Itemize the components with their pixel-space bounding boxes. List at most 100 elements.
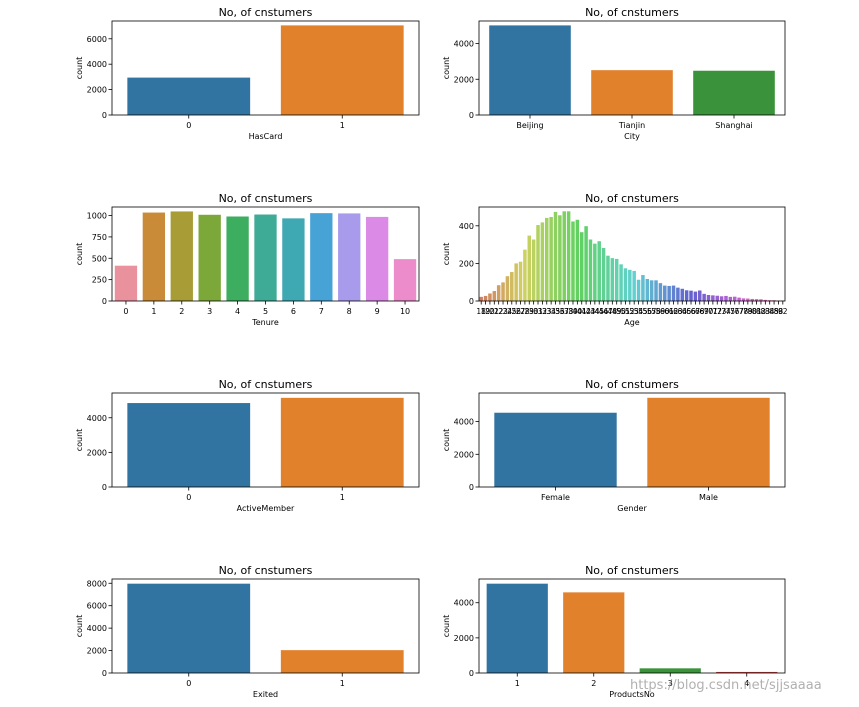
chart-city: 0 2000 4000 Beijing Tianjin Shanghai No, of cn…	[442, 6, 786, 141]
xtick-label: 78	[739, 307, 749, 316]
x-axis-label: City	[624, 132, 640, 141]
xtick-label: 59	[656, 307, 666, 316]
bar-active-0	[127, 403, 251, 487]
bar-age-59	[658, 283, 663, 301]
xtick-label: 67	[691, 307, 701, 316]
bar-tenure-7	[310, 213, 333, 301]
xtick-label: Female	[541, 493, 570, 502]
x-axis-label: Tenure	[251, 318, 279, 327]
x-axis-label: Exited	[253, 690, 278, 699]
bar-age-60	[663, 285, 667, 301]
bar-age-71	[711, 295, 715, 301]
chart-active: 0 2000 4000 0 1 No, of cnstumers ActiveMember c…	[75, 378, 420, 513]
bar-gender-Male	[647, 397, 770, 487]
bar-age-49	[614, 258, 619, 301]
xtick-label: Shanghai	[715, 121, 752, 130]
xtick-label: 42	[581, 307, 591, 316]
xtick-label: 58	[651, 307, 661, 316]
y-axis-label: count	[75, 243, 84, 266]
bar-age-48	[610, 258, 615, 301]
y-axis-label: count	[442, 57, 451, 80]
bar-age-78	[741, 298, 746, 301]
xtick-label: 49	[612, 307, 622, 316]
chart-title: No, of cnstumers	[219, 6, 313, 19]
ytick-label: 4000	[454, 418, 474, 427]
bar-age-80	[750, 298, 754, 301]
bar-age-51	[623, 268, 628, 301]
bar-products-4	[716, 671, 778, 673]
xtick-label: 51	[621, 307, 631, 316]
bar-age-27	[518, 261, 523, 301]
xtick-label: 80	[747, 307, 757, 316]
x-axis-label: HasCard	[249, 132, 283, 141]
xtick-label: 1	[151, 307, 156, 316]
xtick-label: 81	[752, 307, 762, 316]
bar-age-36	[558, 215, 562, 301]
bar-hascard-0	[127, 77, 251, 115]
bar-age-37	[562, 211, 566, 301]
bar-active-1	[280, 397, 404, 487]
bar-age-30	[531, 239, 536, 301]
bar-age-54	[636, 279, 641, 301]
chart-title: No, of cnstumers	[585, 378, 679, 391]
bar-age-43	[588, 239, 593, 301]
bar-tenure-8	[338, 213, 361, 301]
chart-title: No, of cnstumers	[219, 564, 313, 577]
xtick-label: 24	[503, 307, 513, 316]
x-axis-label: Age	[624, 318, 640, 327]
chart-age: 0200400181920212223242526272829303132333…	[442, 192, 788, 327]
ytick-label: 0	[469, 297, 474, 306]
xtick-label: Beijing	[516, 121, 543, 130]
ytick-label: 500	[92, 254, 107, 263]
xtick-label: 92	[778, 307, 788, 316]
xtick-label: 38	[564, 307, 574, 316]
chart-exited: 0 2000 4000 6000 8000 0 1 No, of cnstumers Exite…	[75, 564, 420, 699]
bar-age-21	[492, 291, 497, 301]
xtick-label: 0	[123, 307, 128, 316]
ytick-label: 2000	[87, 647, 107, 656]
xtick-label: 10	[400, 307, 410, 316]
xtick-label: 19	[481, 307, 491, 316]
axes-frame	[478, 392, 786, 488]
xtick-label: 66	[686, 307, 696, 316]
xtick-label: 27	[516, 307, 526, 316]
xtick-label: 39	[568, 307, 578, 316]
bar-age-31	[536, 225, 540, 301]
xtick-label: 8	[347, 307, 352, 316]
bar-age-42	[584, 226, 588, 301]
bar-tenure-5	[254, 214, 277, 301]
xtick-label: 1	[515, 679, 520, 688]
xtick-label: 70	[704, 307, 714, 316]
bar-hascard-1	[280, 25, 404, 116]
xtick-label: 63	[673, 307, 683, 316]
xtick-label: 64	[677, 307, 687, 316]
xtick-label: 0	[186, 493, 191, 502]
bar-age-73	[719, 296, 724, 301]
ytick-label: 4000	[87, 414, 107, 423]
bar-age-44	[593, 243, 597, 301]
ytick-label: 2000	[454, 634, 474, 643]
bar-age-72	[715, 295, 719, 301]
xtick-label: 36	[555, 307, 565, 316]
axes-frame	[478, 206, 786, 302]
x-axis-label: Gender	[617, 504, 647, 513]
xtick-label: 33	[542, 307, 552, 316]
ytick-label: 0	[469, 669, 474, 678]
xtick-label: 2	[591, 679, 596, 688]
bar-age-32	[540, 222, 545, 301]
bar-age-29	[527, 235, 532, 301]
ytick-label: 6000	[87, 602, 107, 611]
axes-frame	[111, 20, 420, 116]
bar-age-75	[728, 296, 733, 301]
ytick-label: 400	[459, 222, 474, 231]
bar-age-62	[671, 285, 676, 301]
bar-tenure-4	[226, 216, 249, 301]
bar-tenure-3	[198, 214, 221, 301]
bar-products-1	[486, 583, 548, 673]
xtick-label: 68	[695, 307, 705, 316]
xtick-label: 82	[756, 307, 766, 316]
bar-products-3	[639, 668, 701, 673]
xtick-label: 18	[476, 307, 486, 316]
chart-hascard: 0 2000 4000 6000 0 1 No, of cnstumers HasCard co…	[75, 6, 420, 141]
